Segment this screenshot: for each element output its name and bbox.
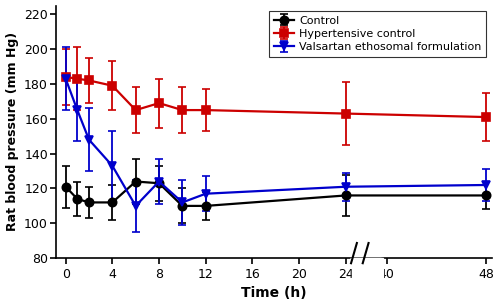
Y-axis label: Rat blood pressure (mm Hg): Rat blood pressure (mm Hg) <box>6 32 18 231</box>
Legend: Control, Hypertensive control, Valsartan ethosomal formulation: Control, Hypertensive control, Valsartan… <box>270 11 486 57</box>
Bar <box>352 258 383 296</box>
X-axis label: Time (h): Time (h) <box>241 286 307 300</box>
